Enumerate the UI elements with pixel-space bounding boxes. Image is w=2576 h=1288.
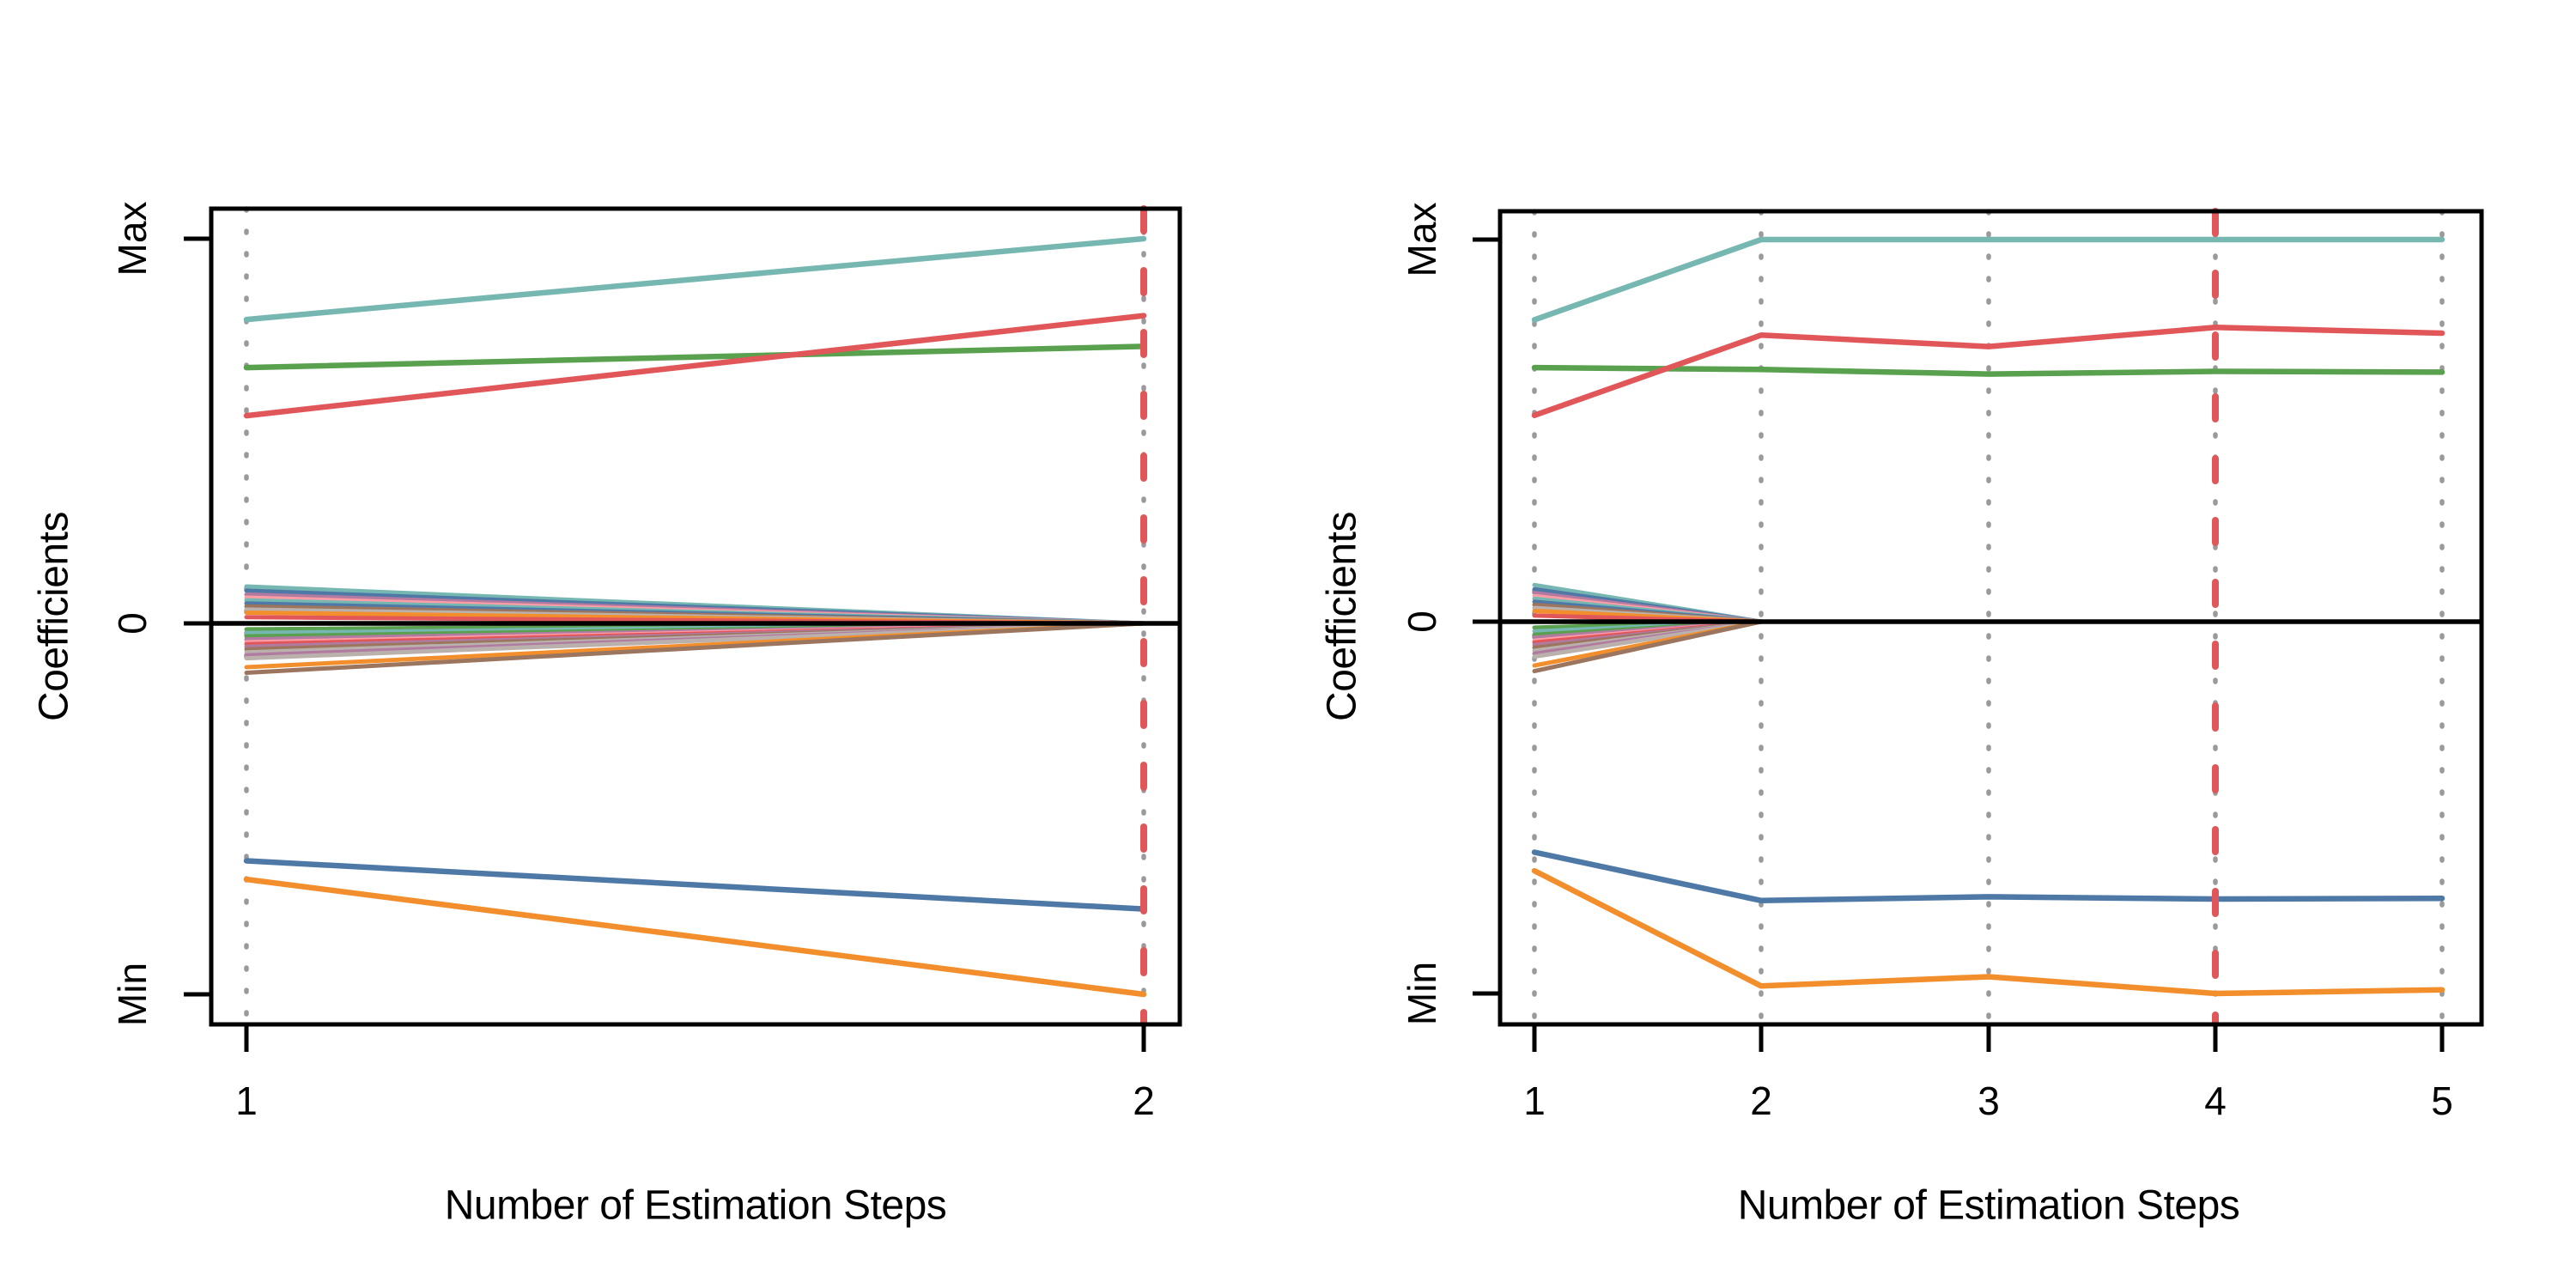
- x-tick-label-1: 1: [1523, 1078, 1546, 1123]
- plot-box: [209, 206, 1182, 1027]
- series-green-coefficient: [1531, 364, 2445, 377]
- series-orange-min-coefficient: [243, 876, 1147, 998]
- left-plot-x-axis-title: Number of Estimation Steps: [444, 1182, 947, 1229]
- series-blue-coefficient: [243, 858, 1147, 912]
- x-tick-label-3: 3: [1978, 1078, 2000, 1123]
- x-tick-label-2: 2: [1133, 1078, 1155, 1123]
- series-orange-min-coefficient: [1531, 867, 2445, 997]
- series-teal-max-coefficient: [243, 235, 1147, 323]
- y-tick-label-0: 0: [1400, 611, 1444, 633]
- left-plot-y-axis-title: Coefficients: [31, 512, 77, 721]
- right-plot-x-axis-title: Number of Estimation Steps: [1737, 1182, 2240, 1229]
- series-green-coefficient: [243, 343, 1147, 371]
- series-red-coefficient: [243, 313, 1147, 419]
- x-tick-label-2: 2: [1750, 1078, 1772, 1123]
- x-tick-label-5: 5: [2431, 1078, 2453, 1123]
- y-tick-label-max: Max: [1400, 203, 1444, 277]
- series-red-coefficient: [1531, 325, 2445, 418]
- y-tick-label-0: 0: [110, 612, 155, 635]
- x-tick-label-1: 1: [235, 1078, 258, 1123]
- y-tick-label-min: Min: [1400, 962, 1444, 1025]
- series-blue-coefficient: [1531, 849, 2445, 904]
- y-tick-label-max: Max: [110, 202, 155, 276]
- right-plot-y-axis-title: Coefficients: [1319, 512, 1365, 721]
- series-teal-max-coefficient: [1531, 236, 2445, 323]
- x-tick-label-4: 4: [2204, 1078, 2227, 1123]
- y-tick-label-min: Min: [110, 963, 155, 1026]
- cluster-coefficient-path: [244, 621, 1146, 675]
